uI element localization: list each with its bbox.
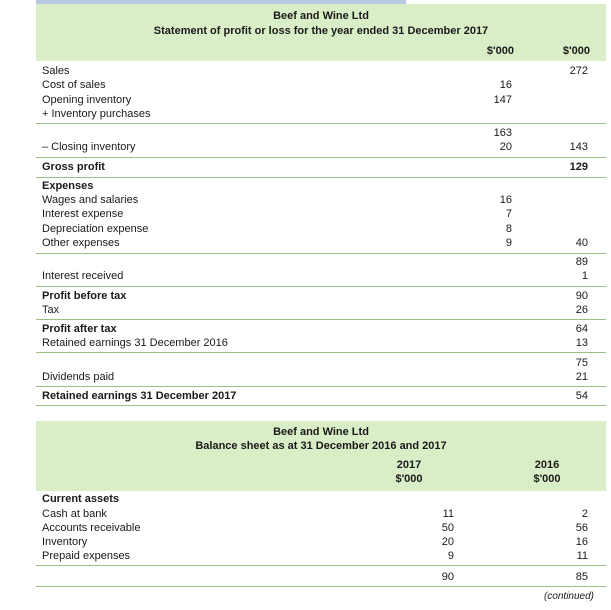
rule-after-current-assets-total	[36, 586, 606, 587]
rule-before-retained-2017	[36, 386, 606, 387]
row-label-inventory-purchases: + Inventory purchases	[42, 108, 151, 120]
row-label-sales: Sales	[42, 65, 70, 77]
row-value-opening-inventory: 147	[493, 94, 512, 106]
row-label-retained-2017: Retained earnings 31 December 2017	[42, 390, 237, 402]
income-col1-header: $'000	[486, 45, 514, 57]
row-value-subtotal-retained: 75	[575, 357, 588, 369]
row-value-gross-profit: 129	[569, 161, 588, 173]
row-value-receivable-2016: 56	[575, 522, 588, 534]
balance-col2-year: 2016	[534, 459, 560, 471]
rule-after-retained-2016	[36, 352, 606, 353]
row-value-cost-total: 143	[569, 141, 588, 153]
row-value-cash-2017: 11	[442, 508, 454, 520]
balance-col2-unit: $'000	[533, 473, 561, 485]
rule-before-profit-after-tax	[36, 319, 606, 320]
income-statement-column-band	[36, 41, 606, 61]
row-label-interest-received: Interest received	[42, 270, 124, 282]
rule-before-subtotal	[36, 123, 606, 124]
section-current-assets: Current assets	[42, 493, 120, 505]
row-label-depreciation: Depreciation expense	[42, 223, 149, 235]
row-value-dividends-paid: 21	[575, 371, 588, 383]
rule-before-gross-profit	[36, 157, 606, 158]
row-value-cost-of-sales: 16	[499, 79, 512, 91]
rule-before-current-assets-total	[36, 565, 606, 566]
row-value-interest-expense: 7	[505, 208, 512, 220]
income-col2-header: $'000	[562, 45, 590, 57]
row-label-gross-profit: Gross profit	[42, 161, 105, 173]
row-value-receivable-2017: 50	[441, 522, 454, 534]
income-statement-company: Beef and Wine Ltd	[273, 10, 369, 22]
balance-col1-year: 2017	[396, 459, 422, 471]
row-value-after-expenses: 89	[575, 256, 588, 268]
income-statement-header-band: Beef and Wine Ltd Statement of profit or…	[36, 4, 606, 41]
row-label-profit-after-tax: Profit after tax	[42, 323, 117, 335]
row-label-expenses: Expenses	[42, 180, 94, 192]
row-label-other-expenses: Other expenses	[42, 237, 120, 249]
rule-after-expenses	[36, 253, 606, 254]
top-accent-bar	[36, 0, 406, 4]
row-value-retained-2016: 13	[575, 337, 588, 349]
rule-after-retained-2017	[36, 405, 606, 406]
row-label-interest-expense: Interest expense	[42, 208, 124, 220]
row-value-profit-before-tax: 90	[575, 290, 588, 302]
rule-after-gross-profit	[36, 177, 606, 178]
row-value-interest-received: 1	[581, 270, 588, 282]
row-value-other-expenses: 9	[505, 237, 512, 249]
row-value-inventory-2016: 16	[575, 536, 588, 548]
row-value-wages: 16	[499, 194, 512, 206]
continued-note: (continued)	[543, 591, 594, 602]
balance-sheet-header-band: Beef and Wine Ltd Balance sheet as at 31…	[36, 421, 606, 491]
row-value-expenses-total: 40	[575, 237, 588, 249]
row-label-dividends-paid: Dividends paid	[42, 371, 115, 383]
row-value-retained-2017: 54	[575, 390, 588, 402]
row-value-prepaid-2017: 9	[447, 550, 454, 562]
row-value-sales: 272	[569, 65, 588, 77]
row-label-retained-2016: Retained earnings 31 December 2016	[42, 337, 228, 349]
row-label-profit-before-tax: Profit before tax	[42, 290, 127, 302]
income-statement-title: Statement of profit or loss for the year…	[153, 25, 489, 37]
row-value-current-assets-2017: 90	[441, 571, 454, 583]
row-value-inventory-2017: 20	[441, 536, 454, 548]
balance-col1-unit: $'000	[395, 473, 423, 485]
row-value-subtotal-inventory: 163	[493, 127, 512, 139]
row-value-tax: 26	[575, 304, 588, 316]
row-value-cash-2016: 2	[581, 508, 588, 520]
row-label-cash-at-bank: Cash at bank	[42, 508, 107, 520]
row-label-closing-inventory: – Closing inventory	[42, 141, 136, 153]
row-label-accounts-receivable: Accounts receivable	[42, 522, 141, 534]
row-label-prepaid-expenses: Prepaid expenses	[42, 550, 131, 562]
rule-before-profit-before-tax	[36, 286, 606, 287]
row-value-profit-after-tax: 64	[575, 323, 588, 335]
balance-sheet-company: Beef and Wine Ltd	[273, 426, 369, 438]
balance-sheet-title: Balance sheet as at 31 December 2016 and…	[195, 440, 447, 452]
row-value-prepaid-2016: 11	[576, 550, 588, 562]
row-value-depreciation: 8	[505, 223, 512, 235]
row-label-wages: Wages and salaries	[42, 194, 139, 206]
row-label-tax: Tax	[42, 304, 60, 316]
row-label-inventory: Inventory	[42, 536, 88, 548]
row-label-cost-of-sales: Cost of sales	[42, 79, 106, 91]
row-label-opening-inventory: Opening inventory	[42, 94, 132, 106]
row-value-current-assets-2016: 85	[575, 571, 588, 583]
row-value-closing-inventory: 20	[499, 141, 512, 153]
